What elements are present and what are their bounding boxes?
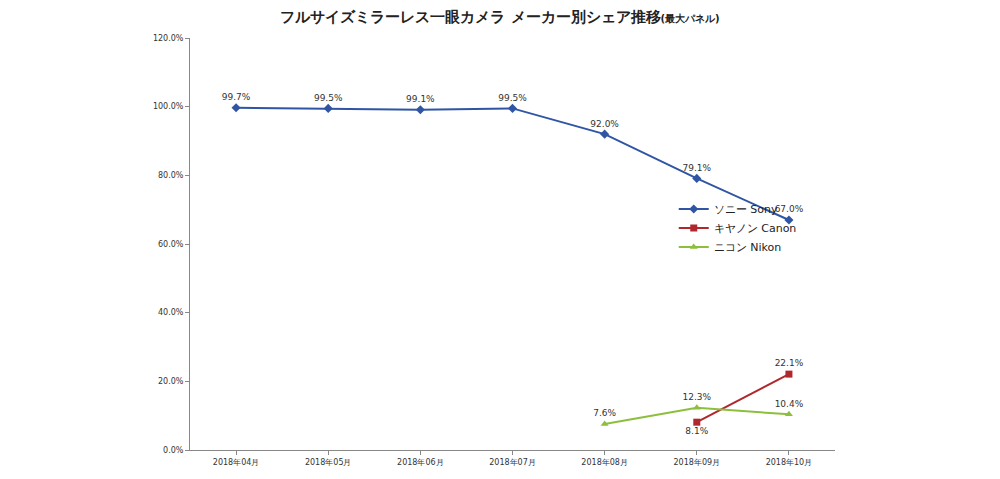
svg-text:2018年08月: 2018年08月	[581, 458, 628, 467]
svg-text:2018年06月: 2018年06月	[397, 458, 444, 467]
svg-text:フルサイズミラーレス一眼カメラ メーカー別シェア推移(最大パ: フルサイズミラーレス一眼カメラ メーカー別シェア推移(最大パネル)	[280, 8, 719, 26]
svg-text:2018年09月: 2018年09月	[674, 458, 721, 467]
svg-text:120.0%: 120.0%	[153, 34, 184, 43]
svg-text:0.0%: 0.0%	[163, 446, 184, 455]
svg-text:92.0%: 92.0%	[590, 119, 619, 129]
svg-text:67.0%: 67.0%	[775, 204, 804, 214]
svg-text:99.5%: 99.5%	[314, 93, 343, 103]
svg-text:ニコン Nikon: ニコン Nikon	[714, 241, 781, 254]
svg-text:キヤノン Canon: キヤノン Canon	[714, 222, 797, 235]
svg-text:2018年10月: 2018年10月	[766, 458, 813, 467]
svg-text:99.7%: 99.7%	[222, 92, 251, 102]
svg-text:2018年07月: 2018年07月	[489, 458, 536, 467]
svg-text:40.0%: 40.0%	[158, 308, 184, 317]
svg-text:20.0%: 20.0%	[158, 377, 184, 386]
svg-text:80.0%: 80.0%	[158, 171, 184, 180]
svg-text:22.1%: 22.1%	[775, 358, 804, 368]
svg-text:8.1%: 8.1%	[685, 426, 708, 436]
svg-text:12.3%: 12.3%	[682, 392, 711, 402]
svg-text:ソニー Sony: ソニー Sony	[714, 203, 778, 216]
svg-text:10.4%: 10.4%	[775, 399, 804, 409]
svg-text:79.1%: 79.1%	[682, 163, 711, 173]
svg-text:99.5%: 99.5%	[498, 93, 527, 103]
svg-text:2018年04月: 2018年04月	[213, 458, 260, 467]
svg-text:7.6%: 7.6%	[593, 408, 616, 418]
svg-text:99.1%: 99.1%	[406, 94, 435, 104]
svg-text:60.0%: 60.0%	[158, 240, 184, 249]
svg-text:2018年05月: 2018年05月	[305, 458, 352, 467]
svg-text:100.0%: 100.0%	[153, 102, 184, 111]
